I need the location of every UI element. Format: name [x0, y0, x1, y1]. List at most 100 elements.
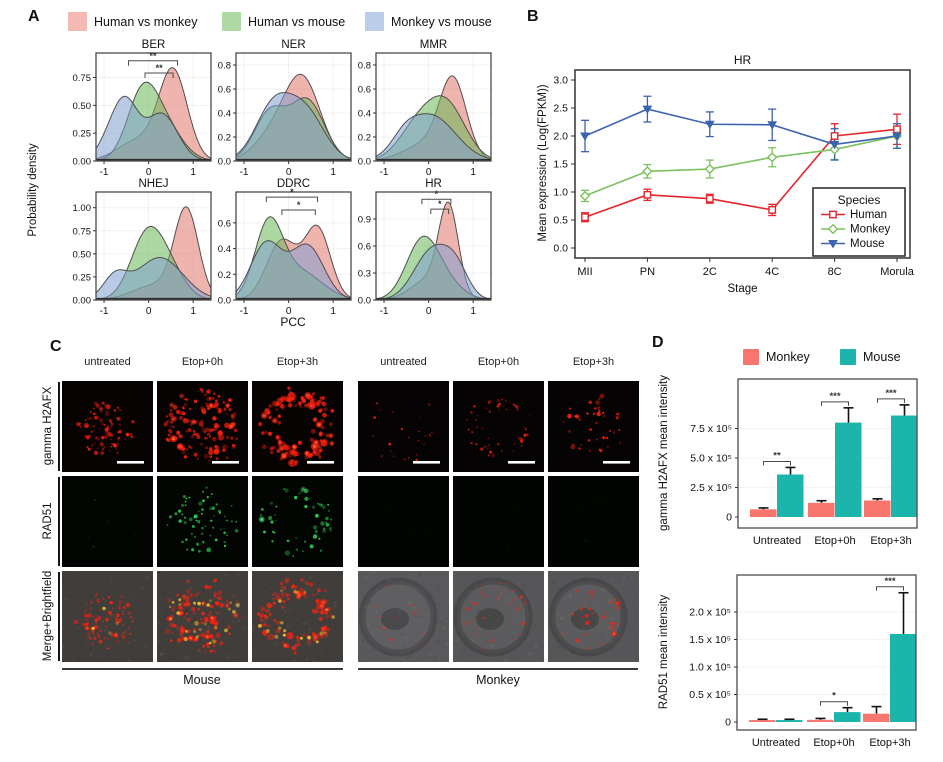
micrograph-monkey-gammaH2AFX-etop3h — [548, 381, 639, 477]
svg-text:**: ** — [150, 51, 158, 61]
panel-a-label: A — [28, 8, 40, 25]
panel-c-label: C — [50, 338, 62, 355]
svg-text:NHEJ: NHEJ — [138, 178, 168, 190]
svg-text:0.0: 0.0 — [358, 296, 371, 307]
svg-text:5.0 x 10⁵: 5.0 x 10⁵ — [690, 453, 732, 465]
svg-text:Mouse: Mouse — [850, 238, 885, 250]
svg-text:**: ** — [156, 63, 164, 73]
monkey-group-line — [358, 668, 638, 670]
svg-text:*: * — [297, 200, 301, 210]
micrograph-monkey-rad51-etop3h — [548, 476, 639, 572]
micrograph-mouse-merge-etop0h — [155, 571, 248, 667]
panel-a-y-axis-label: Probability density — [27, 143, 39, 237]
micrograph-monkey-merge-etop3h — [547, 570, 641, 667]
micrograph-mouse-rad51-etop0h — [157, 476, 248, 572]
micrograph-monkey-gammaH2AFX-untreated — [358, 381, 449, 477]
svg-text:-1: -1 — [380, 306, 389, 317]
svg-text:1: 1 — [190, 167, 196, 178]
svg-text:0.4: 0.4 — [218, 244, 231, 255]
svg-text:0.3: 0.3 — [358, 269, 371, 280]
panel-b-label: B — [527, 8, 539, 25]
svg-text:*: * — [438, 199, 442, 209]
panel-a-x-axis-label: PCC — [280, 315, 306, 329]
column-header-monkey-untreated: untreated — [380, 356, 427, 368]
micrograph-mouse-rad51-untreated — [62, 476, 153, 572]
svg-text:1.0 x 10⁵: 1.0 x 10⁵ — [689, 662, 731, 674]
svg-text:1.0: 1.0 — [553, 187, 568, 199]
svg-text:0: 0 — [426, 306, 432, 317]
svg-text:0.6: 0.6 — [358, 85, 371, 96]
svg-text:Monkey: Monkey — [850, 224, 891, 236]
column-header-mouse-etop0h: Etop+0h — [181, 356, 224, 368]
svg-text:0.75: 0.75 — [73, 73, 92, 84]
svg-text:1.00: 1.00 — [73, 203, 92, 214]
column-header-monkey-etop0h: Etop+0h — [477, 356, 520, 368]
svg-text:0.0: 0.0 — [358, 157, 371, 168]
svg-text:*: * — [435, 189, 439, 199]
svg-text:1.5 x 10⁵: 1.5 x 10⁵ — [689, 634, 731, 646]
svg-text:Morula: Morula — [880, 266, 915, 278]
svg-text:Etop+0h: Etop+0h — [813, 737, 854, 749]
svg-text:Untreated: Untreated — [752, 737, 800, 749]
row-label-gamma-h2afx: gamma H2AFX — [42, 386, 54, 466]
svg-text:Species: Species — [838, 193, 881, 207]
row-label-rad51: RAD51 — [42, 502, 54, 540]
svg-text:2.5: 2.5 — [553, 103, 568, 115]
density-plot-NER: 0.0 0.2 0.4 0.6 0.8 -1 0 1 NER — [198, 36, 356, 191]
legend-swatch-human-vs-monkey — [68, 12, 87, 31]
svg-text:1: 1 — [470, 167, 476, 178]
svg-text:1.5: 1.5 — [553, 159, 568, 171]
bar-chart-rad51: Untreated Etop+0h Etop+3h * *** 0 0.5 x 10⁵ 1.0… — [648, 563, 943, 762]
column-header-mouse-etop3h: Etop+3h — [276, 356, 319, 368]
svg-text:Etop+0h: Etop+0h — [814, 535, 855, 547]
micrograph-monkey-rad51-untreated — [358, 476, 449, 572]
legend-swatch-human-vs-mouse — [222, 12, 241, 31]
density-plot-MMR: 0.0 0.2 0.4 0.6 0.8 -1 0 1 MMR — [338, 36, 496, 191]
svg-text:0.4: 0.4 — [218, 109, 231, 120]
svg-text:NER: NER — [281, 39, 305, 51]
svg-text:PN: PN — [640, 266, 655, 278]
svg-text:0: 0 — [286, 167, 292, 178]
svg-text:0.0: 0.0 — [553, 243, 568, 255]
svg-text:0.00: 0.00 — [73, 296, 92, 307]
svg-text:0: 0 — [426, 167, 432, 178]
svg-text:0.6: 0.6 — [218, 85, 231, 96]
svg-text:-1: -1 — [100, 167, 109, 178]
svg-text:2.0 x 10⁵: 2.0 x 10⁵ — [689, 607, 731, 619]
panel-a-legend-item-human-vs-mouse: Human vs mouse — [222, 12, 345, 31]
svg-text:Etop+3h: Etop+3h — [870, 535, 911, 547]
svg-text:1: 1 — [190, 306, 196, 317]
mouse-group-label: Mouse — [183, 673, 221, 687]
panel-d-legend-item-monkey: Monkey — [743, 349, 810, 365]
svg-text:0: 0 — [146, 306, 152, 317]
svg-text:7.5 x 10⁵: 7.5 x 10⁵ — [690, 423, 732, 435]
legend-swatch-mouse — [840, 349, 856, 365]
svg-text:2.0: 2.0 — [553, 131, 568, 143]
svg-text:1: 1 — [470, 306, 476, 317]
panel-a-legend-item-human-vs-monkey: Human vs monkey — [68, 12, 198, 31]
svg-text:1: 1 — [330, 306, 336, 317]
bar-chart-gamma-h2afx: Untreated Etop+0h Etop+3h ** *** *** 0 2.5 x 10… — [648, 368, 943, 558]
legend-label-monkey-vs-mouse: Monkey vs mouse — [391, 14, 492, 29]
micrograph-mouse-merge-untreated — [60, 569, 153, 667]
svg-text:-1: -1 — [240, 306, 249, 317]
svg-text:0.8: 0.8 — [218, 61, 231, 72]
svg-text:0.4: 0.4 — [358, 109, 371, 120]
svg-text:DDRC: DDRC — [277, 178, 310, 190]
svg-text:***: *** — [884, 576, 895, 587]
micrograph-monkey-merge-etop0h — [453, 569, 545, 667]
row-divider-2 — [58, 477, 60, 566]
micrograph-mouse-gammaH2AFX-etop0h — [157, 381, 248, 477]
svg-text:0.6: 0.6 — [218, 218, 231, 229]
svg-text:MII: MII — [577, 266, 592, 278]
row-label-merge-brightfield: Merge+Brightfield — [42, 570, 54, 662]
svg-text:0.25: 0.25 — [73, 272, 92, 283]
micrograph-mouse-gammaH2AFX-etop3h — [252, 381, 343, 477]
svg-text:Human: Human — [850, 209, 887, 221]
svg-text:0.2: 0.2 — [218, 133, 231, 144]
svg-text:0: 0 — [725, 717, 731, 729]
micrograph-mouse-gammaH2AFX-untreated — [62, 381, 153, 477]
density-plot-BER: 0.00 0.25 0.50 0.75 -1 0 1 BER ** ** — [58, 36, 216, 191]
legend-label-mouse: Mouse — [863, 350, 901, 364]
svg-text:0.0: 0.0 — [218, 296, 231, 307]
